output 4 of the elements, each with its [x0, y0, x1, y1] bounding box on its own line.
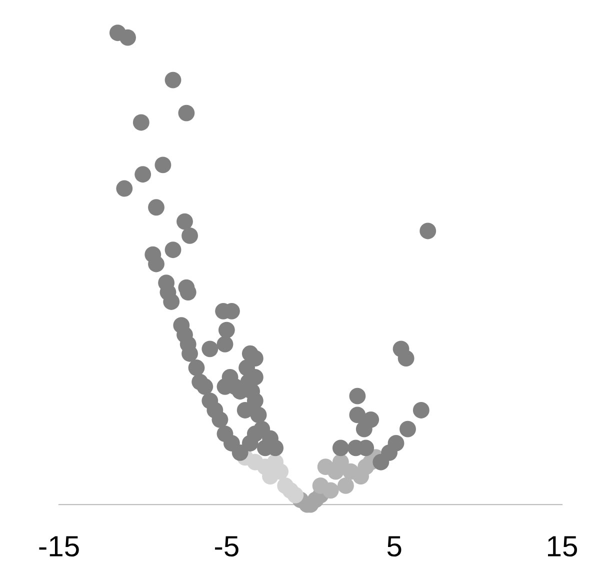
x-tick-label: -5 [214, 536, 238, 557]
x-tick-label: 5 [387, 536, 402, 557]
x-tick-label: 15 [548, 536, 577, 557]
x-tick-label: -15 [39, 536, 79, 557]
